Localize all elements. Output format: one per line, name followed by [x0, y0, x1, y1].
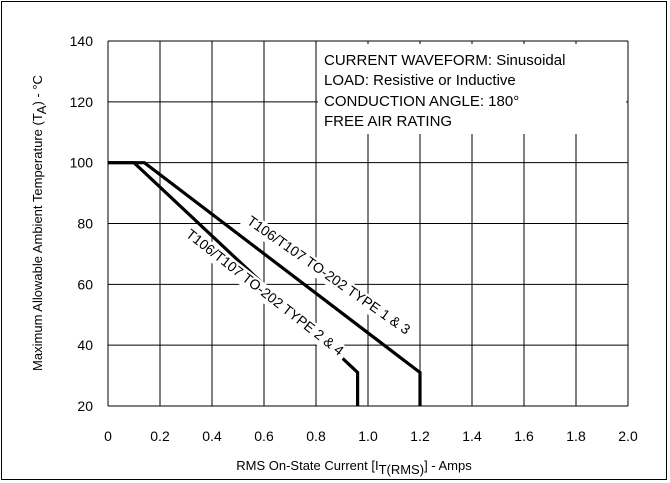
series-label-background: [239, 210, 417, 342]
x-tick-label: 0.2: [150, 428, 170, 444]
series-label-type-2-4: T106/T107 TO-202 TYPE 2 & 4: [183, 226, 347, 359]
y-tick-label: 120: [70, 94, 94, 110]
x-tick-label: 1.8: [566, 428, 586, 444]
series-line-type-2-4: [108, 161, 360, 406]
y-tick-label: 100: [70, 155, 94, 171]
x-tick-label: 1.4: [462, 428, 482, 444]
x-tick-label: 0.4: [202, 428, 222, 444]
annotation-load: LOAD: Resistive or Inductive: [324, 72, 516, 89]
y-tick-label: 60: [77, 276, 93, 292]
y-tick-label: 140: [70, 33, 94, 49]
x-tick-label: 0.6: [254, 428, 274, 444]
x-tick-label: 0: [104, 428, 112, 444]
chart-series: [108, 161, 422, 406]
y-tick-label: 40: [77, 337, 93, 353]
x-tick-label: 0.8: [306, 428, 326, 444]
conditions-annotation: CURRENT WAVEFORM: Sinusoidal LOAD: Resis…: [318, 44, 626, 134]
annotation-waveform: CURRENT WAVEFORM: Sinusoidal: [324, 52, 565, 69]
y-tick-labels: 20 40 60 80 100 120 140: [70, 33, 94, 414]
series-label-type-1-3: T106/T107 TO-202 TYPE 1 & 3: [244, 212, 413, 337]
series-label-type-1-3-group: T106/T107 TO-202 TYPE 1 & 3: [239, 210, 417, 342]
series-label-background: [178, 223, 350, 363]
y-tick-label: 20: [77, 398, 93, 414]
annotation-free-air: FREE AIR RATING: [324, 113, 452, 130]
x-tick-label: 2.0: [618, 428, 638, 444]
x-axis-label: RMS On-State Current [IT(RMS)] - Amps: [236, 458, 472, 477]
x-tick-label: 1.2: [410, 428, 430, 444]
x-tick-label: 1.6: [514, 428, 534, 444]
y-axis-label: Maximum Allowable Ambient Temperature (T…: [30, 75, 49, 371]
x-tick-label: 1.0: [358, 428, 378, 444]
annotation-conduction-angle: CONDUCTION ANGLE: 180°: [324, 93, 519, 110]
annotation-background: [318, 44, 626, 134]
x-tick-labels: 0 0.2 0.4 0.6 0.8 1.0 1.2 1.4 1.6 1.8 2.0: [104, 428, 638, 444]
y-tick-label: 80: [77, 216, 93, 232]
